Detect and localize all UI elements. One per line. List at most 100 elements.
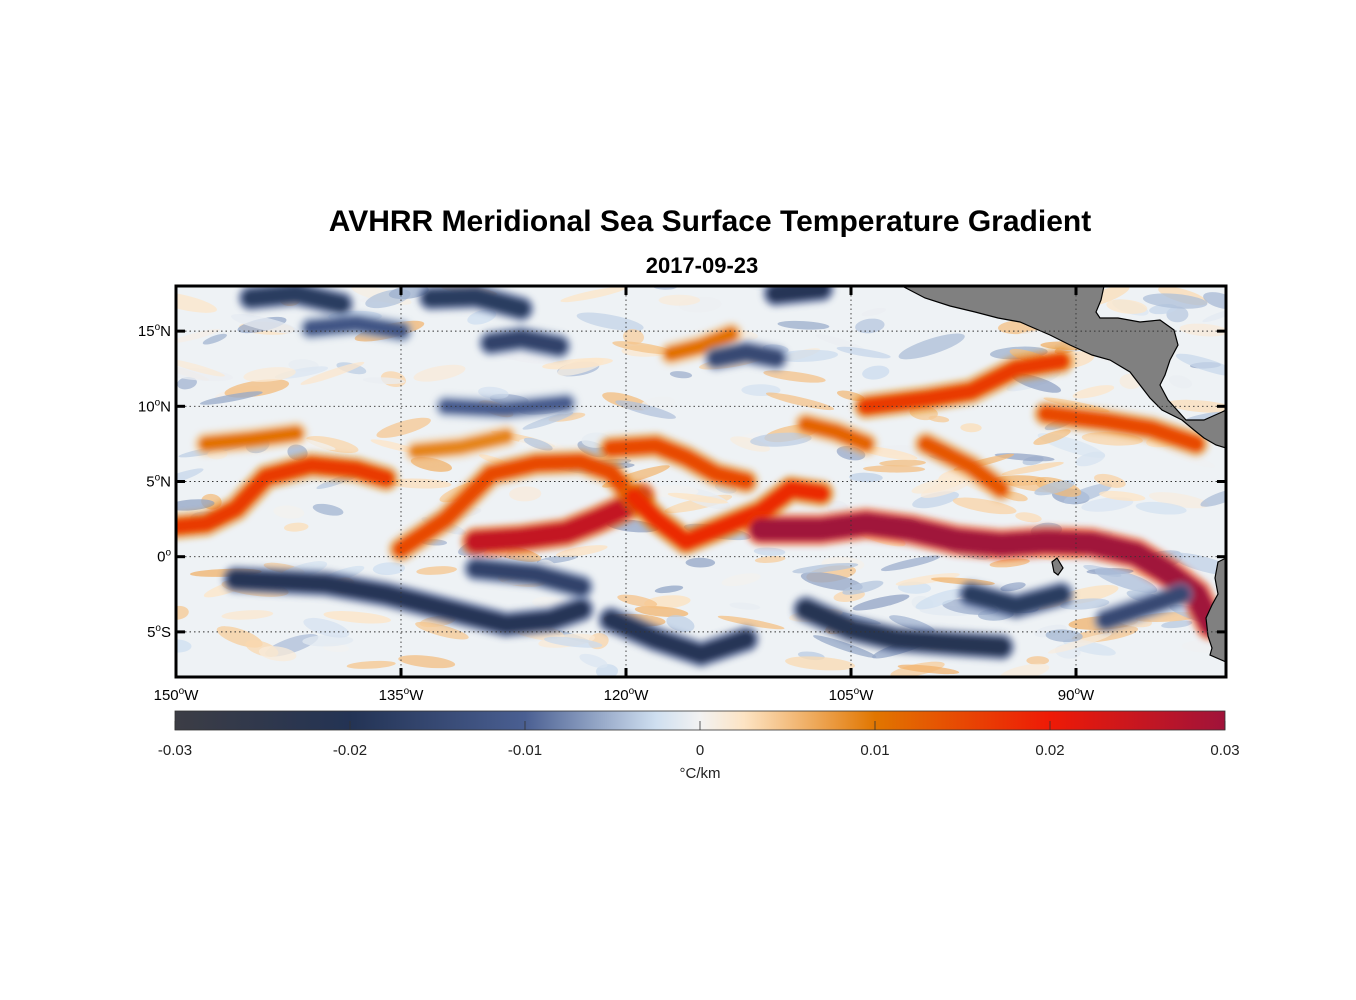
colorbar-tick-label: -0.03 — [158, 742, 192, 759]
texture-blob — [323, 611, 391, 624]
texture-blob — [1094, 473, 1126, 488]
front-core — [176, 456, 395, 535]
texture-blob — [785, 656, 855, 671]
texture-blob — [836, 346, 891, 359]
texture-blob — [1033, 429, 1071, 445]
texture-blob — [258, 646, 297, 662]
texture-blob — [300, 361, 365, 385]
texture-blob — [283, 522, 309, 532]
lon-label: 135oW — [379, 686, 425, 704]
texture-blob — [863, 465, 926, 473]
front-core — [798, 417, 874, 451]
texture-blob — [666, 615, 695, 633]
texture-blob — [202, 333, 227, 345]
front-core — [1098, 586, 1189, 628]
texture-blob — [849, 472, 883, 483]
texture-blob — [623, 329, 644, 345]
texture-blob — [912, 491, 959, 509]
texture-blob — [576, 312, 644, 331]
colorbar-ticks: -0.03 -0.02 -0.01 0 0.01 0.02 0.03 — [158, 721, 1240, 759]
colorbar-tick-label: 0 — [696, 742, 704, 759]
texture-blob — [231, 313, 299, 334]
texture-blob — [862, 365, 890, 380]
texture-blob — [1179, 323, 1226, 337]
texture-blob — [669, 371, 693, 379]
texture-blob — [754, 556, 786, 563]
texture-blob — [750, 432, 812, 447]
texture-blob — [555, 545, 608, 558]
texture-blob — [729, 602, 761, 610]
texture-blob — [273, 505, 305, 519]
texture-blob — [1099, 490, 1146, 502]
texture-blob — [221, 610, 274, 620]
colorbar-tick-label: -0.01 — [508, 742, 542, 759]
texture-blob — [176, 605, 189, 620]
lon-label: 120oW — [604, 686, 650, 704]
front-core — [393, 454, 642, 557]
texture-blob — [765, 392, 835, 411]
texture-blob — [177, 376, 197, 390]
texture-blob — [911, 476, 967, 494]
texture-blob — [543, 636, 603, 648]
texture-blob — [362, 377, 406, 385]
front-core — [467, 560, 590, 595]
texture-blob — [989, 558, 1030, 568]
texture-blob — [478, 386, 509, 400]
land-masses — [901, 286, 1226, 663]
land-galapagos — [1051, 557, 1064, 576]
texture-blob — [634, 605, 689, 618]
texture-blob — [176, 358, 225, 377]
front-core — [482, 330, 567, 355]
front-core — [625, 480, 830, 551]
lat-label: 0o — [157, 548, 171, 566]
texture-blob — [852, 594, 910, 611]
texture-blob — [1034, 480, 1075, 496]
texture-blob — [928, 415, 950, 423]
front-core — [664, 327, 738, 361]
figure-title: AVHRR Meridional Sea Surface Temperature… — [328, 205, 1092, 238]
texture-blob — [1200, 488, 1226, 507]
texture-blob — [1161, 620, 1193, 629]
texture-blob — [952, 497, 1017, 515]
texture-blob — [1094, 567, 1158, 593]
texture-blob — [1075, 451, 1106, 467]
texture-blob — [398, 655, 456, 669]
texture-blob — [730, 436, 771, 452]
texture-blob — [1148, 492, 1209, 509]
texture-blob — [376, 417, 431, 438]
texture-blob — [579, 653, 608, 668]
front-core — [199, 426, 303, 451]
texture-blob — [898, 333, 965, 360]
land-south-america — [1205, 557, 1226, 663]
lon-label: 105oW — [829, 686, 875, 704]
front-core — [750, 512, 1222, 636]
longitude-labels: 150oW 135oW 120oW 105oW 90oW — [154, 686, 1095, 704]
texture-blob — [302, 635, 354, 647]
texture-blob — [753, 547, 786, 556]
land-central-america — [901, 286, 1226, 449]
texture-blob — [1015, 512, 1042, 523]
texture-blob — [1106, 299, 1148, 314]
texture-blob — [721, 573, 761, 587]
texture-blob — [1000, 582, 1026, 592]
texture-blob — [777, 320, 830, 330]
texture-blob — [792, 562, 859, 574]
texture-blob — [685, 557, 716, 568]
texture-blob — [413, 364, 466, 382]
texture-blob — [303, 617, 350, 638]
colorbar-tick-label: 0.01 — [860, 742, 889, 759]
texture-blob — [306, 435, 359, 453]
front-core — [439, 396, 573, 417]
texture-blob — [560, 286, 626, 303]
texture-blob — [509, 486, 542, 502]
texture-blob — [1202, 308, 1226, 323]
texture-blob — [813, 635, 877, 658]
texture-blob — [176, 328, 221, 344]
texture-blob — [415, 621, 469, 640]
colorbar-tick-label: 0.03 — [1210, 742, 1239, 759]
texture-blob — [879, 459, 926, 467]
texture-blob — [1168, 375, 1193, 389]
texture-blob — [717, 615, 785, 630]
texture-blob — [176, 499, 215, 511]
texture-blob — [897, 664, 960, 675]
